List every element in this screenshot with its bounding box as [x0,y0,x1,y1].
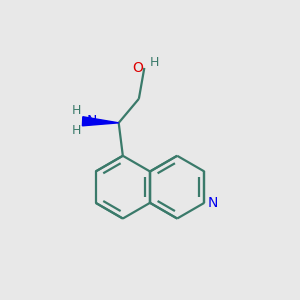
Text: O: O [132,61,143,75]
Text: N: N [208,196,218,210]
Text: H: H [149,56,159,70]
Text: N: N [87,114,97,128]
Text: H: H [71,124,81,137]
Polygon shape [82,117,119,126]
Text: H: H [71,104,81,117]
